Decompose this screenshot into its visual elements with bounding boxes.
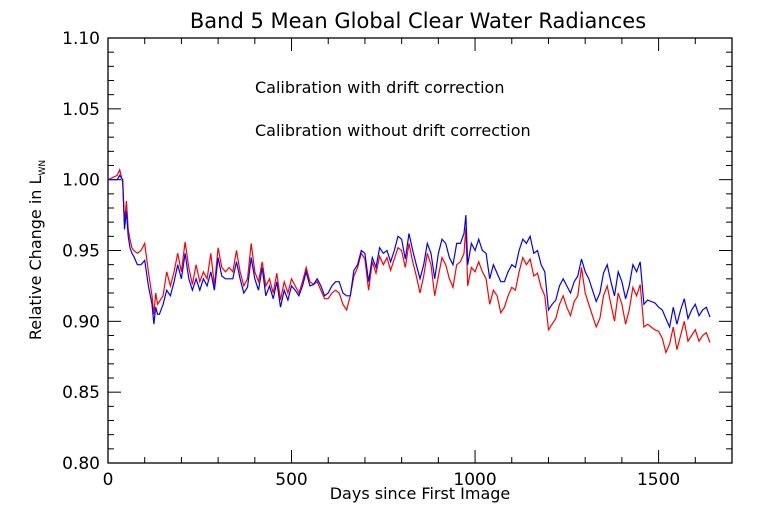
y-tick-label: 1.00	[62, 171, 100, 191]
y-tick-label: 0.90	[62, 312, 100, 332]
y-tick-label: 0.95	[62, 242, 100, 262]
svg-text:Relative Change in LWN: Relative Change in LWN	[26, 160, 48, 340]
series-line-without-drift	[107, 167, 711, 355]
x-tick-labels: 0 500 1000 1500	[103, 470, 681, 490]
chart-title: Band 5 Mean Global Clear Water Radiances	[190, 9, 646, 33]
series-line-with-drift	[108, 174, 711, 330]
y-axis-label: Relative Change in LWN	[26, 160, 48, 340]
y-tick-label: 1.05	[62, 100, 100, 120]
y-tick-label: 0.85	[62, 383, 100, 403]
x-tick-label: 1000	[453, 470, 496, 490]
legend-entry-with-drift: Calibration with drift correction	[255, 78, 504, 97]
y-axis-label-subscript: WN	[38, 160, 48, 176]
x-tick-label: 0	[103, 470, 114, 490]
y-tick-labels: 0.80 0.85 0.90 0.95 1.00 1.05 1.10	[62, 29, 100, 474]
x-tick-label: 500	[275, 470, 307, 490]
x-tick-label: 1500	[637, 470, 680, 490]
y-tick-label: 1.10	[62, 29, 100, 49]
axis-ticks	[107, 37, 733, 464]
y-axis-label-main: Relative Change in L	[26, 175, 45, 340]
y-tick-label: 0.80	[62, 454, 100, 474]
x-axis-label: Days since First Image	[330, 484, 511, 503]
legend-entry-without-drift: Calibration without drift correction	[255, 121, 531, 140]
plot-frame	[107, 37, 733, 464]
series-lines	[107, 167, 711, 355]
